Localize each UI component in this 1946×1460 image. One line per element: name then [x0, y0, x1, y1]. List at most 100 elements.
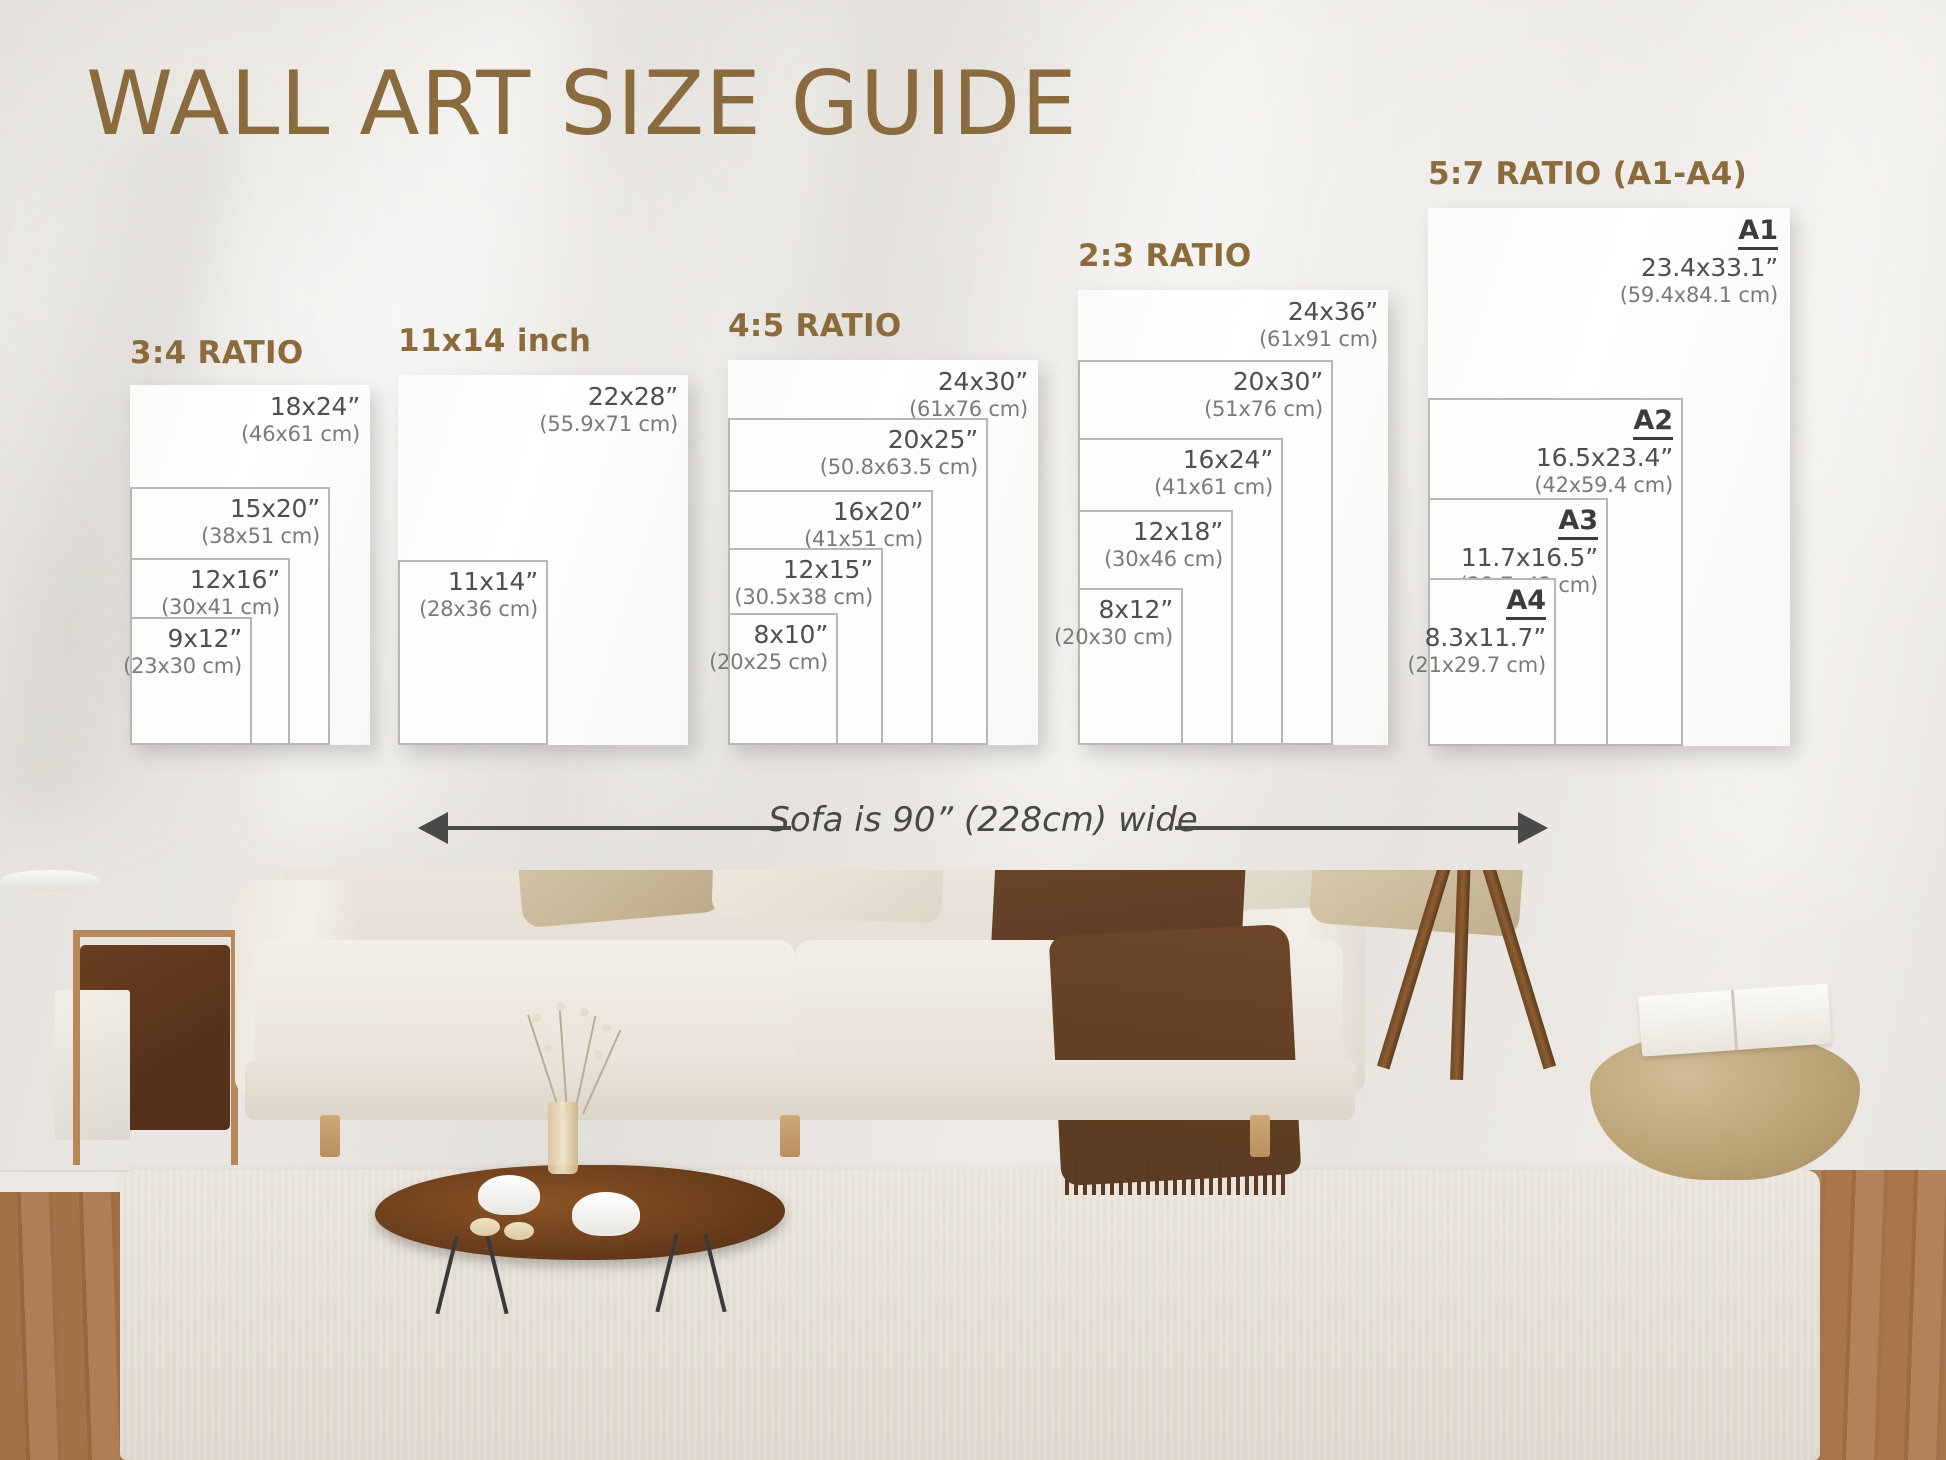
size-inches: 9x12”: [167, 624, 243, 653]
page-title: WALL ART SIZE GUIDE: [86, 52, 1078, 155]
size-inches: 24x30”: [937, 367, 1028, 396]
frame-label-9x12: 9x12” (23x30 cm): [123, 625, 242, 679]
size-cm: (50.8x63.5 cm): [819, 455, 978, 479]
magazine-rack: [55, 930, 255, 1175]
flower-bud: [532, 1014, 541, 1023]
frame-label-a2: A2 16.5x23.4” (42x59.4 cm): [1534, 405, 1673, 498]
size-inches: 11x14”: [447, 567, 538, 596]
size-cm: (38x51 cm): [201, 524, 320, 548]
size-inches: 20x25”: [887, 425, 978, 454]
frame-a4[interactable]: A4 8.3x11.7” (21x29.7 cm): [1407, 578, 1556, 746]
size-inches: 20x30”: [1232, 367, 1323, 396]
frame-label-22x28: 22x28” (55.9x71 cm): [539, 383, 678, 437]
frame-label-16x20: 16x20” (41x51 cm): [804, 498, 923, 552]
size-group-3-4-ratio: 3:4 RATIO 18x24” (46x61 cm) 15x20” (38x5…: [123, 335, 390, 745]
size-cm: (21x29.7 cm): [1407, 653, 1546, 678]
rack-rod: [231, 930, 238, 1165]
frame-label-18x24: 18x24” (46x61 cm): [241, 393, 360, 447]
size-inches: 11.7x16.5”: [1460, 543, 1598, 573]
group-title-4-5-ratio: 4:5 RATIO: [728, 308, 902, 344]
size-cm: (61x91 cm): [1259, 327, 1378, 351]
size-cm: (61x76 cm): [909, 397, 1028, 421]
sofa-leg: [1250, 1115, 1270, 1157]
size-inches: 18x24”: [269, 392, 360, 421]
measure-bar-right: [1175, 826, 1520, 830]
group-title-2-3-ratio: 2:3 RATIO: [1078, 238, 1252, 274]
frame-label-8x10: 8x10” (20x25 cm): [709, 621, 828, 675]
frame-8x12[interactable]: 8x12” (20x30 cm): [1054, 588, 1183, 745]
rack-rod: [73, 930, 80, 1165]
floor-lamp: [1310, 870, 1610, 1180]
throw-fringe: [1065, 1155, 1290, 1195]
frame-label-20x25: 20x25” (50.8x63.5 cm): [820, 426, 978, 480]
size-inches: 12x15”: [782, 555, 873, 584]
woven-pouf: [1590, 1030, 1860, 1180]
cushion-white-left: [711, 870, 949, 924]
flower-bud: [580, 1008, 589, 1017]
size-cm: (51x76 cm): [1204, 397, 1323, 421]
size-inches: 12x18”: [1132, 517, 1223, 546]
flower-bud: [594, 1050, 603, 1059]
frame-label-8x12: 8x12” (20x30 cm): [1054, 596, 1173, 650]
sofa-base: [245, 1060, 1355, 1120]
glass-vase: [548, 1102, 578, 1174]
size-group-5-7-ratio: 5:7 RATIO (A1-A4) A1 23.4x33.1” (59.4x84…: [1407, 156, 1803, 746]
size-cm: (30.5x38 cm): [734, 585, 873, 609]
size-cm: (59.4x84.1 cm): [1619, 283, 1778, 308]
frame-11x14[interactable]: 11x14” (28x36 cm): [398, 560, 548, 745]
measure-bar-left: [446, 826, 791, 830]
flower-stem: [574, 1015, 597, 1113]
magazines: [55, 990, 130, 1140]
frame-label-a1: A1 23.4x33.1” (59.4x84.1 cm): [1619, 215, 1778, 308]
size-inches: 24x36”: [1287, 297, 1378, 326]
size-cm: (30x41 cm): [161, 595, 280, 619]
arrow-left-icon: [418, 812, 448, 844]
dried-flowers: [498, 1000, 638, 1115]
sofa-leg: [320, 1115, 340, 1157]
lamp-leg: [1460, 870, 1557, 1070]
frame-label-20x30: 20x30” (51x76 cm): [1204, 368, 1323, 422]
size-group-4-5-ratio: 4:5 RATIO 24x30” (61x76 cm) 20x25” (50.8…: [709, 308, 1048, 745]
arrow-right-icon: [1518, 812, 1548, 844]
sofa: [235, 870, 1532, 1195]
frame-label-12x16: 12x16” (30x41 cm): [161, 566, 280, 620]
frame-label-a4: A4 8.3x11.7” (21x29.7 cm): [1407, 585, 1547, 678]
size-inches: 8.3x11.7”: [1424, 623, 1547, 653]
frame-8x10[interactable]: 8x10” (20x25 cm): [709, 613, 838, 745]
size-inches: 8x10”: [753, 620, 829, 649]
size-cm: (41x51 cm): [804, 527, 923, 551]
size-inches: 8x12”: [1098, 595, 1174, 624]
frame-9x12[interactable]: 9x12” (23x30 cm): [123, 617, 252, 745]
flower-bud: [602, 1024, 611, 1033]
size-cm: (30x46 cm): [1104, 547, 1223, 571]
size-inches: 16x20”: [832, 497, 923, 526]
size-inches: 16x24”: [1182, 445, 1273, 474]
size-inches: 12x16”: [189, 565, 280, 594]
coffee-cup: [572, 1192, 640, 1236]
size-cm: (46x61 cm): [241, 422, 360, 446]
size-inches: 22x28”: [587, 382, 678, 411]
flower-stem: [558, 1004, 568, 1113]
coffee-cup: [478, 1175, 540, 1215]
paper-code: A2: [1633, 405, 1673, 441]
macaron: [470, 1218, 500, 1236]
flower-bud: [544, 1044, 553, 1053]
flower-stem: [527, 1014, 560, 1111]
group-title-5-7-ratio: 5:7 RATIO (A1-A4): [1428, 156, 1748, 192]
size-group-11x14-inch: 11x14 inch 22x28” (55.9x71 cm) 11x14” (2…: [398, 323, 698, 745]
size-cm: (20x30 cm): [1054, 625, 1173, 649]
frame-label-12x15: 12x15” (30.5x38 cm): [734, 556, 873, 610]
frame-label-16x24: 16x24” (41x61 cm): [1154, 446, 1273, 500]
size-inches: 16.5x23.4”: [1535, 443, 1673, 473]
size-group-2-3-ratio: 2:3 RATIO 24x36” (61x91 cm) 20x30” (51x7…: [1054, 238, 1403, 745]
frame-label-24x36: 24x36” (61x91 cm): [1259, 298, 1378, 352]
size-cm: (28x36 cm): [419, 597, 538, 621]
lamp-leg: [1450, 870, 1473, 1081]
size-cm: (41x61 cm): [1154, 475, 1273, 499]
group-title-3-4-ratio: 3:4 RATIO: [130, 335, 304, 371]
size-inches: 15x20”: [229, 494, 320, 523]
size-cm: (23x30 cm): [123, 654, 242, 678]
size-cm: (42x59.4 cm): [1534, 473, 1673, 498]
frame-label-12x18: 12x18” (30x46 cm): [1104, 518, 1223, 572]
